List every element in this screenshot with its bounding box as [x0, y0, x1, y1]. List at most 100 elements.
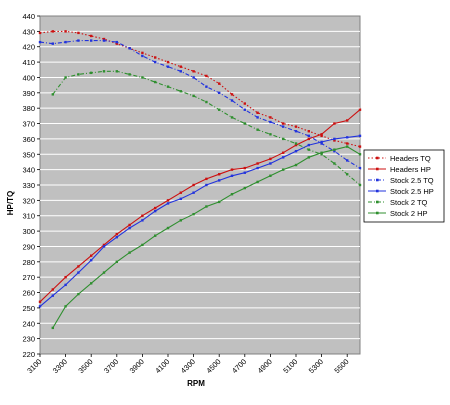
data-point — [333, 137, 336, 141]
data-point — [102, 70, 106, 73]
y-tick-label: 410 — [22, 58, 35, 67]
data-point — [192, 191, 195, 194]
data-point — [90, 259, 93, 262]
data-point — [128, 251, 131, 254]
y-tick-label: 310 — [22, 212, 35, 221]
data-point — [128, 223, 131, 227]
data-point — [179, 219, 182, 222]
y-tick-label: 440 — [22, 12, 35, 21]
data-point — [166, 199, 170, 202]
data-point — [218, 200, 221, 204]
data-point — [102, 243, 106, 247]
series-stock-2-tq — [51, 70, 362, 187]
data-point — [102, 245, 106, 248]
data-point — [38, 300, 42, 303]
legend: Headers TQ Headers HP Stock 2.5 TQ Stock 2.… — [363, 149, 445, 223]
data-point — [307, 137, 310, 141]
legend-item: Stock 2 TQ — [368, 198, 428, 207]
data-point — [51, 326, 54, 330]
data-point — [141, 76, 144, 79]
data-point — [320, 142, 323, 145]
data-point — [282, 125, 285, 128]
y-tick-label: 350 — [22, 150, 35, 159]
data-point — [141, 214, 144, 217]
data-point — [192, 70, 195, 73]
data-point — [333, 122, 336, 125]
series-line — [39, 40, 361, 169]
data-point — [64, 283, 67, 287]
data-point — [333, 139, 336, 142]
y-tick-label: 290 — [22, 242, 35, 251]
y-tick-label: 420 — [22, 43, 35, 52]
data-point — [128, 226, 131, 230]
data-point — [205, 74, 208, 78]
data-point — [282, 137, 285, 141]
data-point — [77, 292, 80, 296]
data-point — [269, 174, 272, 177]
data-point — [128, 47, 131, 50]
data-point — [218, 173, 221, 176]
data-point — [205, 177, 208, 181]
data-point — [256, 162, 259, 165]
data-point — [243, 108, 246, 111]
series-line — [39, 30, 361, 148]
data-point — [218, 82, 221, 85]
data-point — [51, 288, 54, 291]
data-point — [141, 243, 144, 247]
data-point — [346, 119, 349, 122]
series-stock-2-5-tq — [38, 39, 362, 170]
legend-item: Stock 2.5 TQ — [368, 176, 434, 185]
data-point — [166, 85, 170, 88]
data-point — [243, 171, 246, 174]
legend-box — [363, 149, 445, 223]
y-tick-label: 330 — [22, 181, 35, 190]
data-point — [256, 116, 259, 119]
data-point — [320, 151, 323, 154]
y-tick-label: 370 — [22, 120, 35, 129]
data-point — [128, 73, 131, 76]
data-point — [282, 151, 285, 154]
data-point — [102, 271, 106, 274]
legend-item: Stock 2 HP — [368, 209, 428, 218]
data-point — [269, 120, 272, 124]
data-point — [64, 275, 67, 279]
data-point — [230, 93, 234, 96]
data-point — [141, 219, 144, 222]
data-point — [333, 148, 336, 151]
data-point — [320, 133, 323, 136]
data-point — [179, 191, 182, 194]
data-point — [256, 166, 259, 170]
data-point — [269, 133, 272, 136]
legend-marker — [376, 200, 379, 204]
data-point — [218, 179, 221, 182]
data-point — [294, 143, 298, 147]
y-tick-label: 250 — [22, 304, 35, 313]
data-point — [154, 209, 157, 213]
series-stock-2-hp — [51, 145, 362, 330]
legend-label: Stock 2 HP — [390, 209, 428, 218]
data-point — [346, 142, 349, 145]
data-point — [256, 128, 259, 131]
data-point — [154, 206, 157, 210]
data-point — [179, 70, 182, 73]
data-point — [243, 166, 246, 170]
data-point — [77, 73, 80, 76]
data-point — [269, 162, 272, 165]
data-point — [320, 153, 323, 156]
data-point — [115, 40, 118, 44]
legend-marker — [376, 178, 379, 182]
legend-label: Stock 2 TQ — [390, 198, 428, 207]
data-point — [38, 40, 42, 44]
data-point — [115, 70, 118, 73]
data-point — [243, 122, 246, 125]
data-point — [179, 197, 182, 201]
data-point — [333, 162, 336, 165]
data-point — [256, 111, 259, 114]
data-point — [307, 156, 310, 159]
series-line — [39, 109, 361, 303]
y-axis-title: HP/TQ — [6, 191, 15, 215]
legend-marker — [376, 189, 379, 193]
data-point — [243, 102, 246, 105]
legend-item: Stock 2.5 HP — [368, 187, 434, 196]
